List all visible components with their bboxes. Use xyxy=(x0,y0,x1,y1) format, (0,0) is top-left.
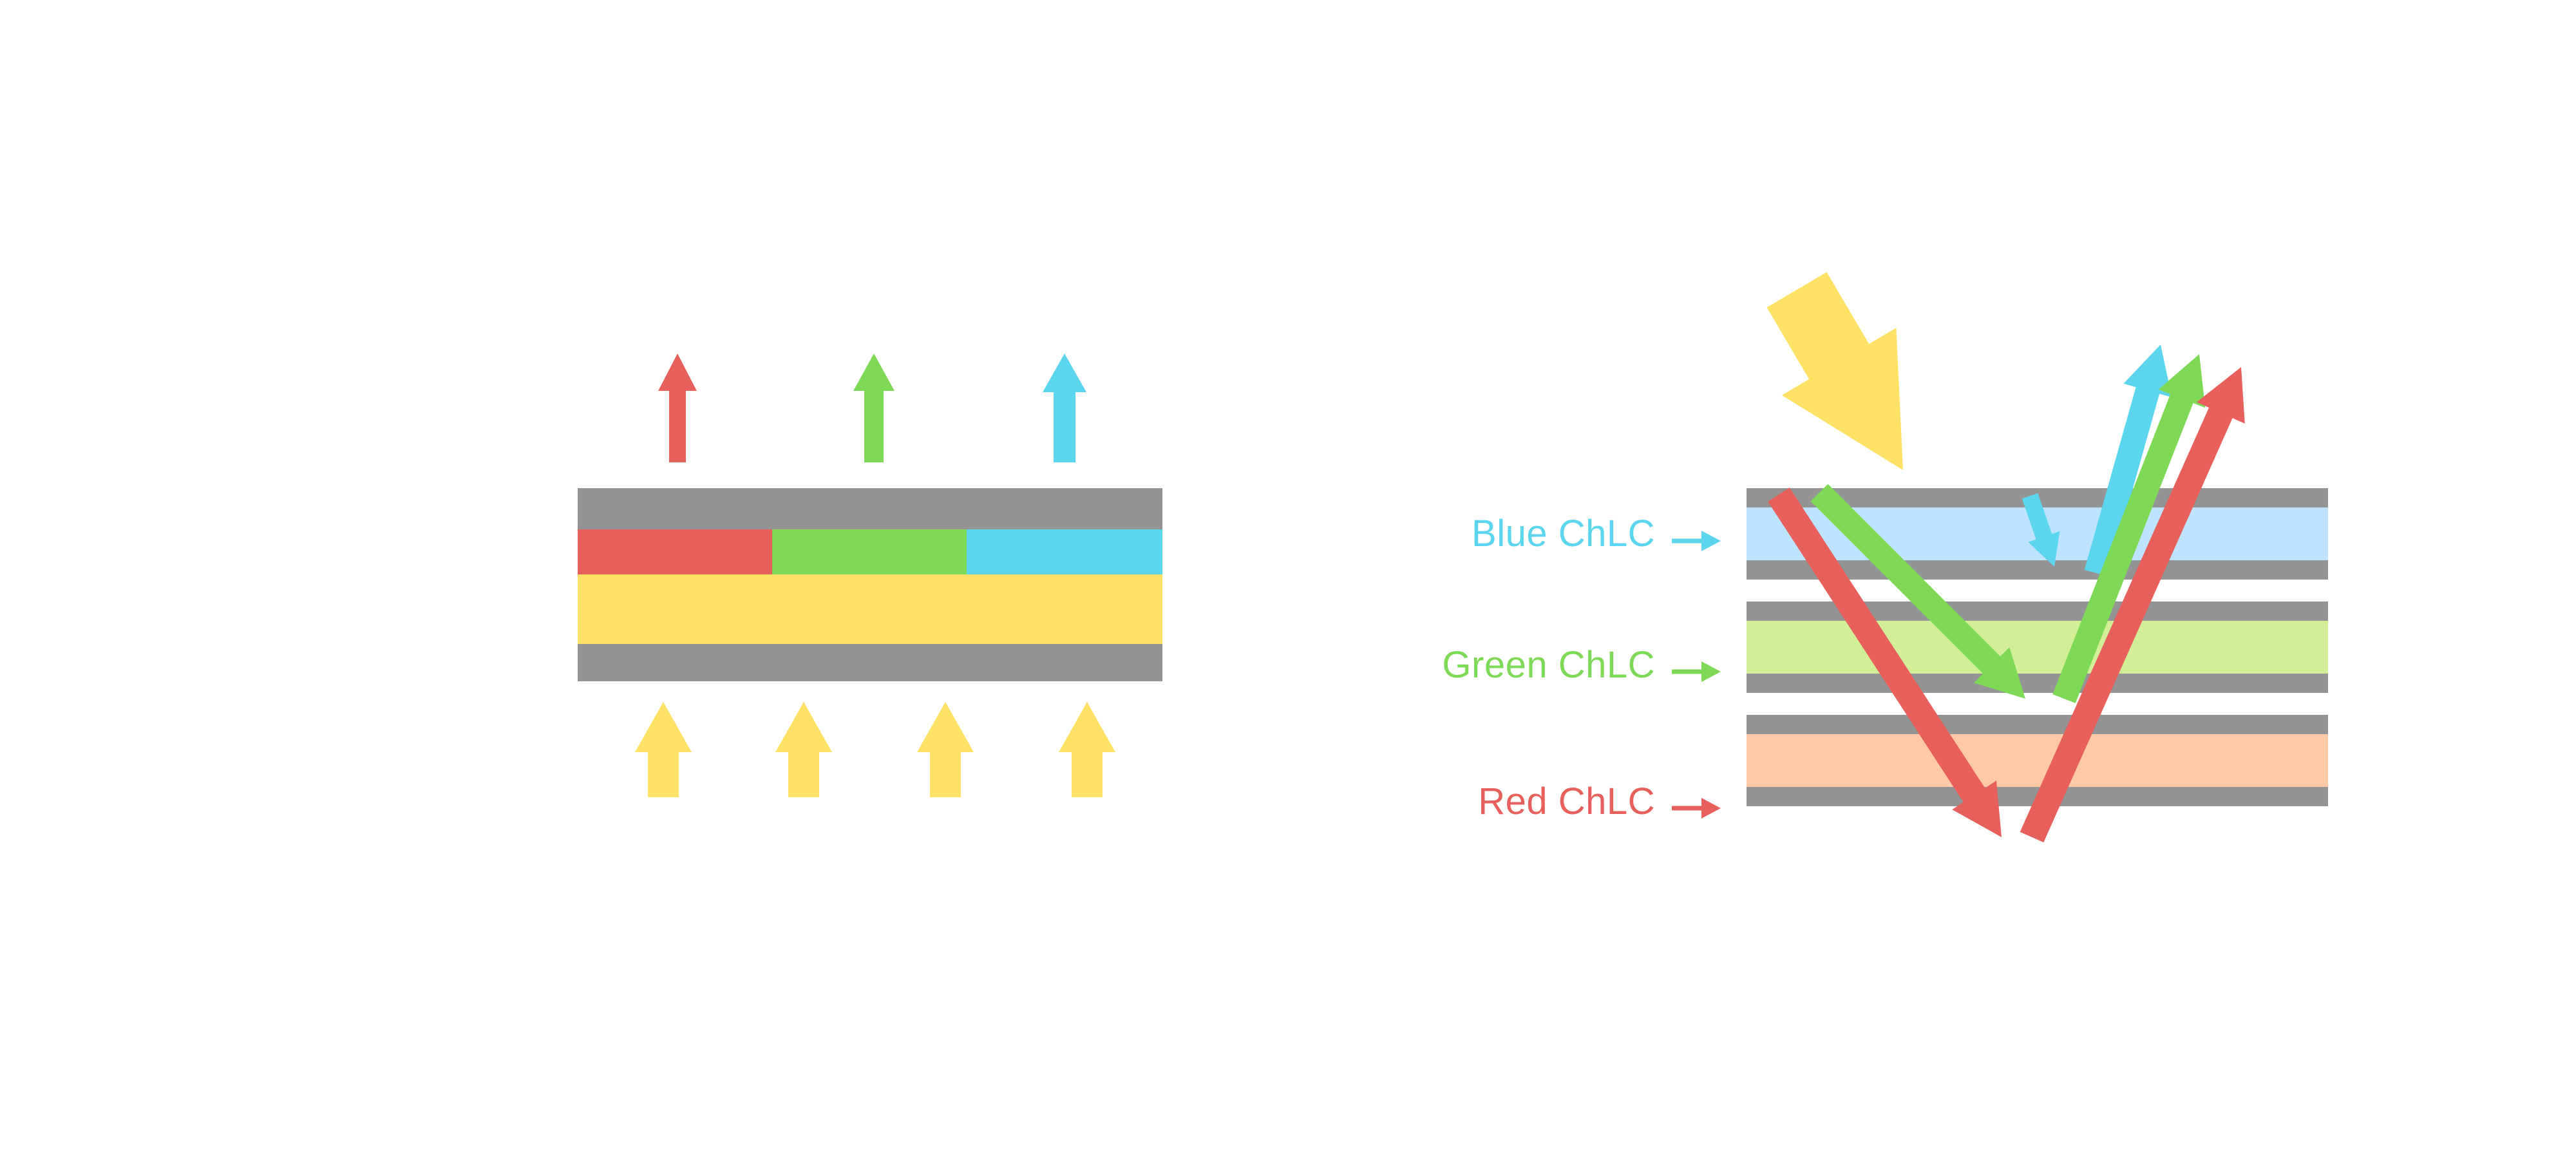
red-ray-out xyxy=(2020,367,2245,843)
backlight-source-arrows xyxy=(635,702,1115,797)
label-blue-chlc-text: Blue ChLC xyxy=(1472,513,1655,554)
green-ray-in xyxy=(1810,484,2025,699)
backlight-arrow-1 xyxy=(635,702,692,797)
green-chlc-cell xyxy=(1747,621,2328,674)
transmissive-stack-panel xyxy=(578,354,1162,797)
emitted-light-arrows xyxy=(658,354,1086,462)
top-electrode-0 xyxy=(578,488,1162,529)
green-emitted-arrow xyxy=(853,354,895,462)
green-chlc-group-bottom-gray xyxy=(1747,674,2328,693)
green-ray-out xyxy=(2052,354,2206,703)
label-green-chlc: Green ChLC xyxy=(1442,644,1721,686)
blue-emitted-arrow xyxy=(1043,354,1086,462)
red-segment xyxy=(578,529,772,574)
label-green-chlc-text: Green ChLC xyxy=(1442,644,1655,686)
backlight-arrow-3 xyxy=(917,702,974,797)
reflective-chlc-stack-panel xyxy=(1747,272,2328,843)
label-red-chlc: Red ChLC xyxy=(1478,780,1721,822)
red-chlc-cell xyxy=(1747,734,2328,787)
backlight-arrow-2 xyxy=(775,702,832,797)
label-arrow-blue-head xyxy=(1701,531,1721,551)
label-blue-chlc: Blue ChLC xyxy=(1472,513,1721,554)
red-ray-in xyxy=(1768,487,2002,837)
rgb-color-band xyxy=(578,529,1162,574)
label-arrow-green-head xyxy=(1701,661,1721,682)
green-chlc-group-top-gray xyxy=(1747,601,2328,621)
blue-ray-out xyxy=(2084,345,2172,577)
red-chlc-group-top-gray xyxy=(1747,715,2328,734)
ray-arrows xyxy=(1768,345,2245,843)
bottom-electrode-3 xyxy=(578,644,1162,681)
chlc-layer-labels: Blue ChLC Green ChLC Red ChLC xyxy=(1442,513,1721,822)
blue-segment xyxy=(967,529,1162,574)
incident-white-light-arrow xyxy=(1766,272,1903,470)
backlight-arrow-4 xyxy=(1059,702,1115,797)
blue-ray-in xyxy=(2022,493,2060,567)
red-chlc-group xyxy=(1747,715,2328,806)
label-red-chlc-text: Red ChLC xyxy=(1478,780,1655,822)
red-emitted-arrow xyxy=(658,354,697,462)
green-segment xyxy=(772,529,967,574)
green-chlc-group xyxy=(1747,601,2328,693)
label-arrow-red-head xyxy=(1701,798,1721,818)
yellow-backlight-layer-2 xyxy=(578,574,1162,644)
